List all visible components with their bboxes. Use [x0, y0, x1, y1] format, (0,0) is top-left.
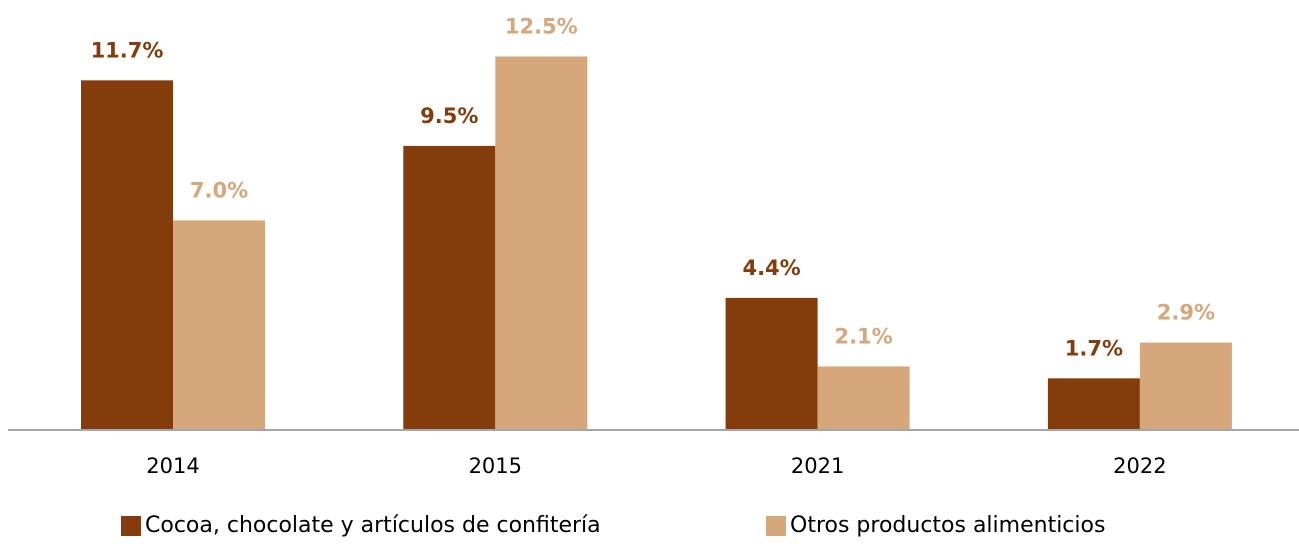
data-label: 2.1%: [834, 324, 892, 348]
bar: [1139, 342, 1232, 429]
bar: [403, 145, 496, 429]
data-label: 1.7%: [1065, 336, 1123, 360]
bar: [173, 220, 265, 429]
bar: [1047, 378, 1140, 429]
data-label: 4.4%: [742, 256, 800, 280]
x-tick-label: 2014: [146, 454, 199, 478]
data-label: 7.0%: [190, 178, 248, 202]
x-tick-label: 2015: [469, 454, 522, 478]
legend-swatch: [121, 516, 141, 536]
data-label: 2.9%: [1157, 301, 1215, 325]
x-tick-label: 2021: [791, 454, 844, 478]
bar: [817, 366, 910, 429]
bar: [81, 80, 173, 429]
bar: [495, 56, 588, 429]
legend-label: Otros productos alimenticios: [790, 513, 1105, 538]
bar: [725, 297, 818, 429]
data-label: 11.7%: [91, 38, 164, 62]
data-label: 12.5%: [505, 15, 578, 39]
legend-label: Cocoa, chocolate y artículos de confiter…: [145, 513, 601, 538]
data-label: 9.5%: [420, 104, 478, 128]
x-tick-label: 2022: [1113, 454, 1166, 478]
legend-swatch: [766, 516, 786, 536]
